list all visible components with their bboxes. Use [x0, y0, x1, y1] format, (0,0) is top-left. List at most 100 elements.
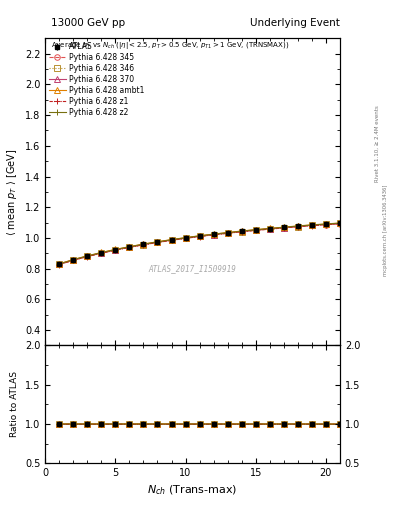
Pythia 6.428 370	[323, 221, 328, 227]
Pythia 6.428 370	[85, 253, 90, 260]
Pythia 6.428 z1	[113, 247, 118, 253]
Pythia 6.428 z1	[253, 227, 258, 233]
Pythia 6.428 z1	[85, 253, 90, 260]
Pythia 6.428 346	[225, 230, 230, 236]
Pythia 6.428 346	[338, 220, 342, 226]
Pythia 6.428 346	[85, 253, 90, 260]
Pythia 6.428 346	[71, 257, 75, 263]
Pythia 6.428 346	[267, 226, 272, 232]
Pythia 6.428 370	[296, 223, 300, 229]
Pythia 6.428 z2	[323, 221, 328, 227]
X-axis label: $N_{ch}$ (Trans-max): $N_{ch}$ (Trans-max)	[147, 484, 238, 497]
Pythia 6.428 346	[323, 221, 328, 227]
Pythia 6.428 345	[310, 222, 314, 228]
Pythia 6.428 ambt1	[253, 226, 258, 232]
Pythia 6.428 z2	[71, 257, 75, 263]
Pythia 6.428 370	[141, 242, 146, 248]
Pythia 6.428 z1	[99, 250, 104, 257]
Pythia 6.428 z2	[225, 229, 230, 236]
Text: Average $p_T$ vs $N_{ch}$ ($|\eta|<2.5$, $p_T>0.5$ GeV, $p_{T1}>1$ GeV, (TRNSMAX: Average $p_T$ vs $N_{ch}$ ($|\eta|<2.5$,…	[51, 40, 290, 51]
Pythia 6.428 370	[183, 235, 188, 241]
Pythia 6.428 370	[310, 222, 314, 228]
Pythia 6.428 ambt1	[113, 246, 118, 252]
Pythia 6.428 z1	[71, 257, 75, 263]
Pythia 6.428 346	[239, 228, 244, 234]
Pythia 6.428 z2	[239, 228, 244, 234]
Pythia 6.428 ambt1	[155, 239, 160, 245]
Pythia 6.428 z1	[57, 262, 62, 268]
Text: 13000 GeV pp: 13000 GeV pp	[51, 17, 125, 28]
Pythia 6.428 z2	[253, 227, 258, 233]
Pythia 6.428 z1	[225, 230, 230, 237]
Line: Pythia 6.428 370: Pythia 6.428 370	[57, 221, 343, 267]
Pythia 6.428 345	[197, 233, 202, 240]
Pythia 6.428 345	[239, 228, 244, 234]
Pythia 6.428 346	[183, 235, 188, 241]
Text: Underlying Event: Underlying Event	[250, 17, 340, 28]
Pythia 6.428 z1	[183, 236, 188, 242]
Pythia 6.428 z1	[169, 237, 174, 243]
Pythia 6.428 346	[99, 250, 104, 256]
Pythia 6.428 z1	[141, 242, 146, 248]
Pythia 6.428 345	[267, 226, 272, 232]
Pythia 6.428 370	[169, 237, 174, 243]
Pythia 6.428 ambt1	[183, 234, 188, 241]
Pythia 6.428 345	[155, 239, 160, 245]
Pythia 6.428 z2	[183, 234, 188, 241]
Pythia 6.428 345	[225, 230, 230, 236]
Pythia 6.428 370	[267, 226, 272, 232]
Pythia 6.428 370	[113, 247, 118, 253]
Pythia 6.428 z2	[127, 244, 132, 250]
Pythia 6.428 ambt1	[197, 232, 202, 239]
Pythia 6.428 z2	[211, 231, 216, 237]
Pythia 6.428 346	[57, 261, 62, 267]
Pythia 6.428 z2	[141, 241, 146, 247]
Pythia 6.428 z2	[113, 246, 118, 252]
Line: Pythia 6.428 345: Pythia 6.428 345	[57, 221, 343, 267]
Line: Pythia 6.428 z1: Pythia 6.428 z1	[57, 221, 343, 267]
Pythia 6.428 z2	[169, 237, 174, 243]
Pythia 6.428 370	[155, 239, 160, 245]
Pythia 6.428 370	[71, 257, 75, 263]
Pythia 6.428 z2	[155, 239, 160, 245]
Pythia 6.428 346	[127, 244, 132, 250]
Pythia 6.428 345	[296, 223, 300, 229]
Legend: ATLAS, Pythia 6.428 345, Pythia 6.428 346, Pythia 6.428 370, Pythia 6.428 ambt1,: ATLAS, Pythia 6.428 345, Pythia 6.428 34…	[48, 40, 146, 118]
Pythia 6.428 z1	[296, 224, 300, 230]
Pythia 6.428 z1	[155, 240, 160, 246]
Pythia 6.428 z1	[267, 226, 272, 232]
Pythia 6.428 370	[225, 230, 230, 236]
Pythia 6.428 z1	[310, 223, 314, 229]
Pythia 6.428 ambt1	[71, 257, 75, 263]
Pythia 6.428 ambt1	[323, 221, 328, 227]
Pythia 6.428 345	[113, 247, 118, 253]
Pythia 6.428 370	[281, 225, 286, 231]
Pythia 6.428 345	[338, 221, 342, 227]
Pythia 6.428 346	[296, 223, 300, 229]
Pythia 6.428 346	[253, 227, 258, 233]
Pythia 6.428 z2	[57, 261, 62, 267]
Pythia 6.428 z2	[99, 249, 104, 255]
Pythia 6.428 z1	[338, 221, 342, 227]
Y-axis label: $\langle$ mean $p_T$ $\rangle$ [GeV]: $\langle$ mean $p_T$ $\rangle$ [GeV]	[5, 148, 19, 236]
Text: ATLAS_2017_I1509919: ATLAS_2017_I1509919	[149, 264, 237, 273]
Pythia 6.428 345	[323, 222, 328, 228]
Pythia 6.428 ambt1	[338, 220, 342, 226]
Pythia 6.428 346	[113, 247, 118, 253]
Pythia 6.428 ambt1	[211, 231, 216, 237]
Pythia 6.428 z1	[197, 233, 202, 240]
Pythia 6.428 345	[71, 257, 75, 263]
Pythia 6.428 ambt1	[281, 224, 286, 230]
Pythia 6.428 z1	[239, 229, 244, 235]
Line: Pythia 6.428 346: Pythia 6.428 346	[57, 221, 343, 267]
Pythia 6.428 370	[239, 228, 244, 234]
Pythia 6.428 ambt1	[239, 228, 244, 234]
Pythia 6.428 346	[197, 233, 202, 240]
Pythia 6.428 ambt1	[296, 223, 300, 229]
Text: mcplots.cern.ch [arXiv:1306.3436]: mcplots.cern.ch [arXiv:1306.3436]	[383, 185, 387, 276]
Pythia 6.428 370	[338, 220, 342, 226]
Pythia 6.428 346	[155, 239, 160, 245]
Pythia 6.428 345	[85, 253, 90, 260]
Pythia 6.428 z2	[310, 222, 314, 228]
Pythia 6.428 370	[197, 233, 202, 239]
